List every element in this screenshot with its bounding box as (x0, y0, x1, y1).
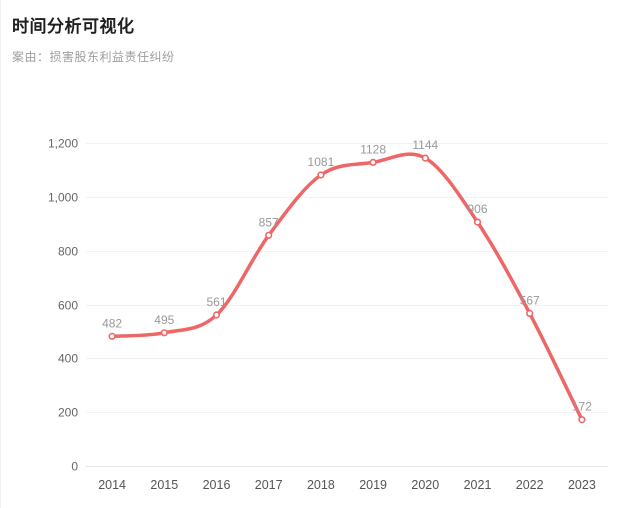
x-tick-label: 2023 (568, 478, 596, 492)
y-tick-label: 400 (58, 352, 78, 366)
grid-lines (86, 143, 608, 467)
data-point-marker[interactable] (473, 218, 482, 226)
x-tick-label: 2022 (516, 478, 544, 492)
data-point-marker[interactable] (421, 154, 429, 162)
data-point-label: 906 (467, 202, 487, 216)
x-axis-labels: 2014 2015 2016 2017 2018 2019 2020 2021 2022 2023 (98, 478, 596, 492)
x-tick-label: 2021 (464, 478, 492, 492)
data-point-markers (108, 154, 586, 424)
y-axis-labels: 0 200 400 600 800 1,000 1,200 (48, 137, 78, 474)
data-point-label: 482 (102, 316, 122, 330)
data-point-label: 1081 (308, 155, 335, 169)
x-tick-label: 2016 (203, 478, 231, 492)
y-tick-label: 1,200 (48, 137, 78, 151)
y-tick-label: 800 (58, 245, 78, 259)
data-point-marker[interactable] (212, 311, 221, 319)
y-tick-label: 600 (58, 299, 78, 313)
chart-header: 时间分析可视化 案由：损害股东利益责任纠纷 (12, 12, 622, 65)
series-line (110, 152, 584, 422)
data-point-label: 857 (259, 215, 279, 229)
data-point-label: 1144 (412, 138, 438, 152)
data-point-label: 172 (572, 400, 592, 414)
chart-title: 时间分析可视化 (12, 17, 135, 36)
y-tick-label: 0 (71, 460, 78, 474)
y-tick-label: 200 (58, 406, 78, 420)
x-tick-label: 2014 (98, 478, 126, 492)
data-point-marker[interactable] (108, 332, 116, 340)
data-point-marker[interactable] (578, 416, 586, 424)
data-point-marker[interactable] (369, 158, 377, 166)
data-point-marker[interactable] (526, 309, 534, 318)
data-point-marker[interactable] (265, 231, 273, 239)
data-point-labels: 482 495 561 857 1081 1128 1144 906 567 172 (102, 138, 592, 414)
data-point-marker[interactable] (160, 329, 168, 337)
x-tick-label: 2019 (359, 478, 387, 492)
data-point-label: 1128 (360, 142, 386, 156)
data-point-label: 495 (154, 313, 174, 327)
data-point-marker[interactable] (317, 171, 325, 179)
x-tick-label: 2018 (307, 478, 335, 492)
x-tick-label: 2017 (255, 478, 283, 492)
data-point-label: 561 (206, 295, 226, 309)
data-point-label: 567 (520, 293, 540, 307)
x-tick-label: 2020 (411, 478, 439, 492)
y-tick-label: 1,000 (48, 191, 78, 205)
x-tick-label: 2015 (150, 478, 178, 492)
chart-subtitle: 案由：损害股东利益责任纠纷 (12, 50, 175, 64)
